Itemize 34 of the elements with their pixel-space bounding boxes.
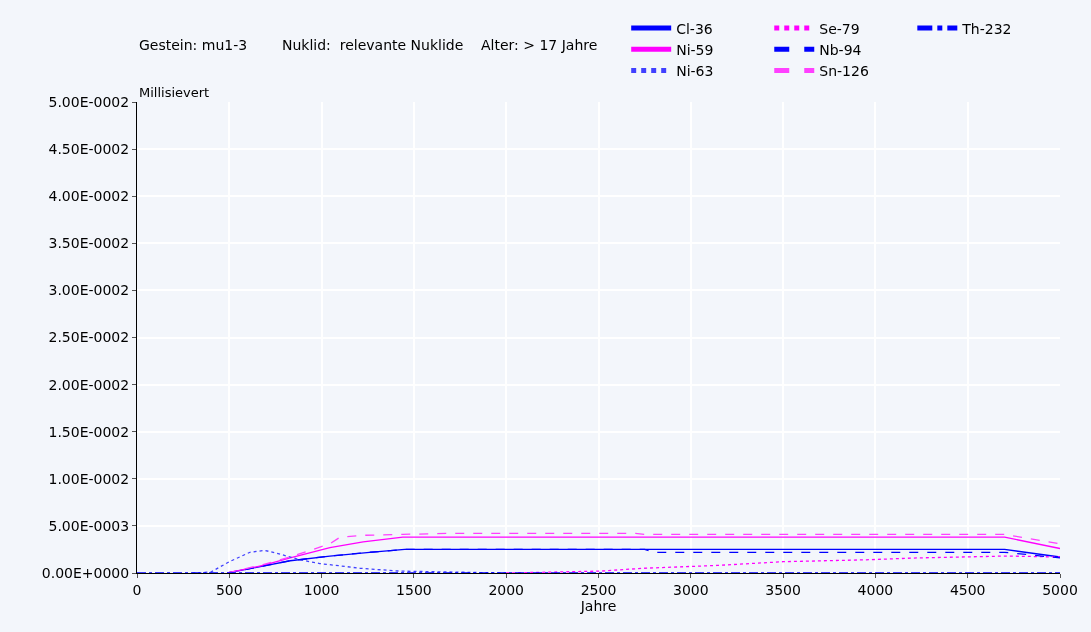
legend-label: Th-232 [961, 20, 1012, 37]
y-tick-label: 0.00E+0000 [41, 564, 130, 581]
x-tick-label: 5000 [1042, 581, 1078, 598]
x-tick-label: 2500 [580, 581, 617, 598]
x-tick-label: 500 [215, 581, 243, 598]
y-tick-label: 5.00E-0003 [48, 517, 130, 534]
x-axis-title: Jahre [579, 597, 617, 614]
x-tick-label: 1500 [396, 581, 432, 598]
text: Gestein: mu1-3 [139, 37, 248, 53]
x-tick-label: 4000 [857, 581, 894, 598]
x-tick-label: 2000 [488, 581, 525, 598]
y-tick-label: 2.50E-0002 [48, 329, 130, 346]
x-tick-label: 4500 [949, 581, 986, 598]
legend-label: Nb-94 [819, 41, 862, 58]
legend-label: Ni-59 [676, 41, 714, 58]
legend-label: Se-79 [819, 20, 860, 37]
text: Nuklid: relevante Nuklide [282, 37, 464, 53]
legend-label: Ni-63 [676, 62, 714, 79]
x-tick-label: 3000 [672, 581, 709, 598]
y-tick-label: 2.00E-0002 [48, 376, 130, 393]
text: Alter: > 17 Jahre [481, 37, 598, 53]
y-tick-label: 3.50E-0002 [48, 235, 130, 252]
x-tick-label: 0 [132, 581, 142, 598]
y-tick-label: 5.00E-0002 [48, 93, 130, 110]
legend-label: Cl-36 [676, 20, 713, 37]
y-tick-label: 1.00E-0002 [48, 470, 130, 487]
y-tick-label: 1.50E-0002 [48, 423, 130, 440]
legend-label: Sn-126 [819, 62, 869, 79]
x-tick-label: 1000 [303, 581, 340, 598]
y-axis-title: Millisievert [139, 85, 210, 100]
y-tick-label: 4.50E-0002 [48, 141, 130, 157]
y-tick-label: 4.00E-0002 [48, 188, 130, 205]
x-tick-label: 3500 [765, 581, 801, 598]
y-tick-label: 3.00E-0002 [48, 282, 130, 299]
